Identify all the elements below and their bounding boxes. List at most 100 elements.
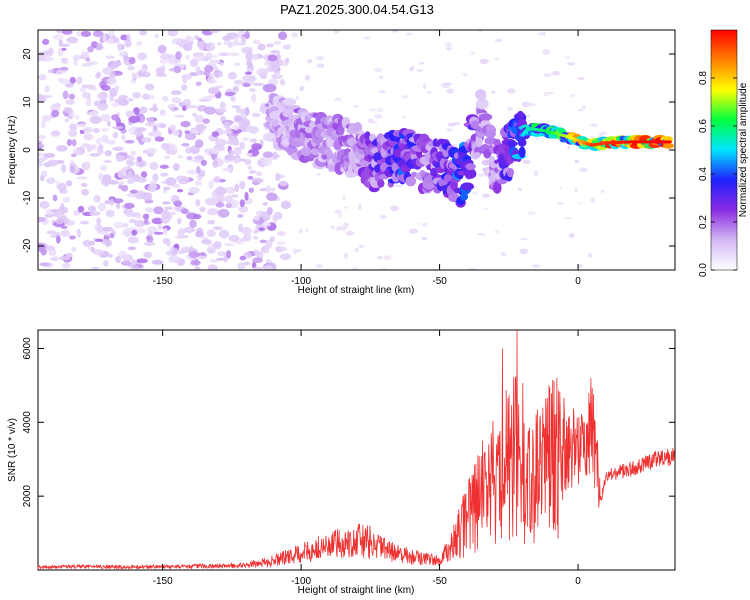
spectrogram-noise-blob <box>165 177 177 186</box>
spectrogram-noise-blob <box>102 226 114 232</box>
spectrogram-noise-blob <box>38 216 46 223</box>
spectrogram-noise-blob <box>53 256 58 262</box>
spectrogram-noise-blob <box>137 176 146 183</box>
spectrogram-noise-blob <box>48 47 54 56</box>
spectrogram-noise-blob <box>494 58 500 61</box>
spectrogram-noise-blob <box>90 41 98 49</box>
spectrogram-noise-blob <box>446 47 452 51</box>
spectrogram-noise-blob <box>144 83 155 91</box>
spectrogram-noise-blob <box>213 241 222 250</box>
spectrogram-signal-blob <box>518 146 526 158</box>
spectrogram-signal-blob <box>497 178 508 185</box>
spectrogram-noise-blob <box>81 51 89 59</box>
spectrogram-noise-blob <box>480 233 486 236</box>
spectrogram-noise-blob <box>600 190 605 193</box>
spectrogram-noise-blob <box>61 30 73 35</box>
spectrogram-noise-blob <box>188 105 198 109</box>
spectrogram-noise-blob <box>527 211 536 215</box>
spectrogram-noise-blob <box>81 188 90 196</box>
spectrogram-noise-blob <box>111 102 119 107</box>
spectrogram-noise-blob <box>80 220 90 225</box>
spectrogram-noise-blob <box>262 202 269 206</box>
spectrogram-noise-blob <box>276 53 281 62</box>
spectrogram-noise-blob <box>354 247 359 253</box>
spectrogram-noise-blob <box>588 253 593 258</box>
spectrogram-noise-blob <box>271 60 280 69</box>
spectrogram-signal-blob <box>557 128 567 134</box>
spectrogram-signal-blob <box>282 98 297 106</box>
spectrogram-noise-blob <box>218 52 230 57</box>
spectrogram-noise-blob <box>159 109 166 116</box>
spectrogram-noise-blob <box>39 200 50 209</box>
spectrogram-noise-blob <box>125 212 136 218</box>
spectrogram-noise-blob <box>494 38 503 43</box>
spectrogram-noise-blob <box>38 134 47 140</box>
spectrogram-noise-blob <box>207 219 216 225</box>
spectrogram-noise-blob <box>38 242 46 252</box>
spectrogram-noise-blob <box>96 225 104 234</box>
spectrogram-noise-blob <box>248 170 257 174</box>
spectrogram-noise-blob <box>63 206 69 214</box>
spectrogram-noise-blob <box>65 180 73 187</box>
spectrogram-noise-blob <box>226 249 232 259</box>
snr-x-label: Height of straight line (km) <box>298 585 415 596</box>
spectrogram-noise-blob <box>223 242 235 247</box>
spectrogram-signal-blob <box>459 192 469 201</box>
spectrogram-noise-blob <box>195 199 201 207</box>
spectrogram-noise-blob <box>256 68 269 77</box>
spectrogram-noise-blob <box>141 136 152 143</box>
spectrogram-noise-blob <box>237 42 246 46</box>
spectrogram-noise-blob <box>330 225 335 230</box>
spectrogram-noise-blob <box>298 228 303 234</box>
spectrogram-noise-blob <box>139 30 147 36</box>
spectrogram-noise-blob <box>116 42 123 52</box>
spectrogram-noise-blob <box>194 180 203 186</box>
spectrogram-noise-blob <box>41 114 51 122</box>
spectrogram-noise-blob <box>182 98 192 107</box>
spectrogram-noise-blob <box>351 267 358 270</box>
spectrogram-noise-blob <box>125 110 135 118</box>
spectrogram-noise-blob <box>257 43 266 51</box>
spectrogram-noise-blob <box>238 205 249 213</box>
spectrogram-noise-blob <box>273 40 282 46</box>
spectrogram-noise-blob <box>91 143 97 150</box>
spectrogram-noise-blob <box>69 235 76 240</box>
spectrogram-noise-blob <box>120 184 129 192</box>
spectrogram-noise-blob <box>304 74 311 81</box>
spectrogram-noise-blob <box>234 114 241 119</box>
spectrogram-noise-blob <box>559 187 563 190</box>
spectrogram-noise-blob <box>160 145 168 149</box>
spectrogram-noise-blob <box>248 187 254 193</box>
spectrogram-noise-blob <box>242 234 252 242</box>
spectrogram-noise-blob <box>266 192 278 201</box>
spectrogram-noise-blob <box>69 165 75 173</box>
spectrogram-noise-blob <box>181 143 190 147</box>
spectrogram-noise-blob <box>362 36 372 40</box>
spectrogram-noise-blob <box>65 99 75 105</box>
spectrogram-noise-blob <box>47 159 59 167</box>
spectrogram-noise-blob <box>394 184 403 188</box>
spectrogram-noise-blob <box>263 151 274 158</box>
spectrogram-noise-blob <box>112 132 119 139</box>
spectrogram-noise-blob <box>262 222 271 227</box>
spectrogram-noise-blob <box>189 219 197 228</box>
colorbar-gradient <box>710 29 738 271</box>
spectrogram-noise-blob <box>194 35 199 40</box>
spectrogram-noise-blob <box>316 63 325 68</box>
spectrogram-noise-blob <box>379 214 387 220</box>
spectrogram-noise-blob <box>87 46 94 53</box>
spectrogram-noise-blob <box>95 73 101 79</box>
spectrogram-noise-blob <box>216 42 222 46</box>
spectrogram-noise-blob <box>180 120 191 128</box>
spectrogram-noise-blob <box>244 107 250 116</box>
spectrogram-noise-blob <box>250 138 258 144</box>
spectrogram-noise-blob <box>77 123 87 128</box>
spectrogram-noise-blob <box>543 73 552 77</box>
spectrogram-noise-blob <box>573 159 580 164</box>
spectrogram-noise-blob <box>251 112 261 118</box>
spectrogram-noise-blob <box>43 57 55 62</box>
spectrogram-signal-blob <box>485 130 496 139</box>
spectrogram-noise-blob <box>284 57 290 64</box>
spectrogram-noise-blob <box>82 127 91 133</box>
